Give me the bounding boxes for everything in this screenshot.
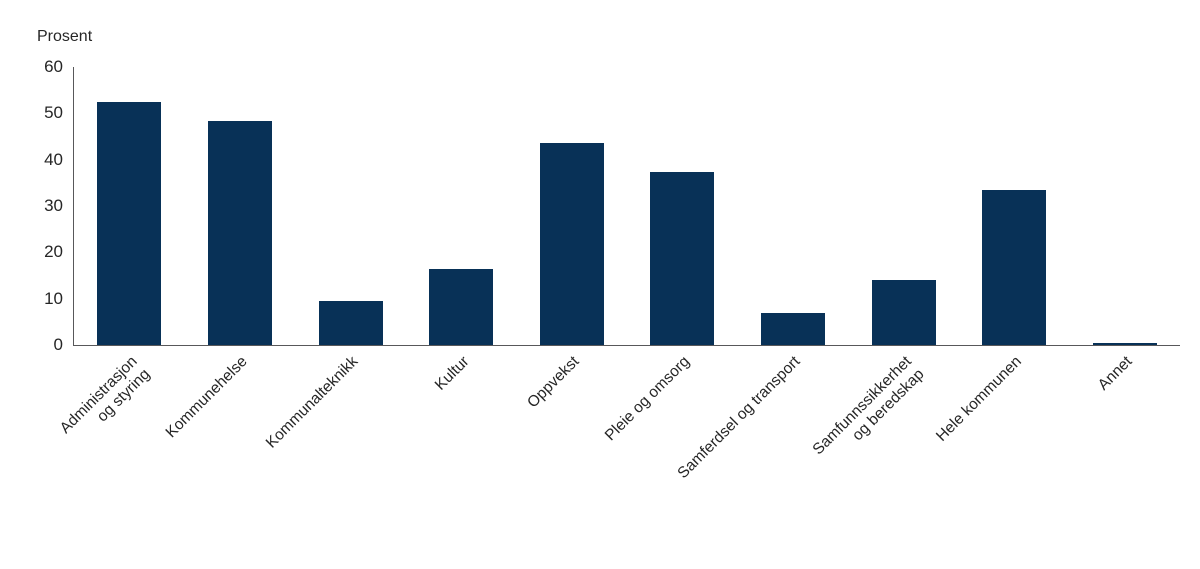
bar-kommunehelse [207,120,272,345]
x-axis-label-administrasjon-og-styring: Administrasjon og styring [56,353,154,437]
x-axis-label-kommunalteknikk: Kommunalteknikk [263,353,362,452]
x-axis-label-oppvekst: Oppvekst [524,353,583,412]
bar-kommunalteknikk [318,300,383,345]
y-tick-label-10: 10 [44,288,63,308]
plot-area [73,67,1180,346]
bar-kultur [429,269,494,345]
bar-pleie-og-omsorg [650,171,715,345]
y-axis-title: Prosent [37,28,93,45]
y-tick-label-60: 60 [44,57,63,76]
bar-samfunnssikkerhet-og-beredskap [871,279,936,345]
x-axis-label-kommunehelse: Kommunehelse [162,353,251,442]
x-axis-label-hele-kommunen: Hele kommunen [933,353,1026,445]
bar-annet [1092,342,1157,345]
y-tick-label-40: 40 [44,149,63,169]
y-tick-label-30: 30 [44,196,63,215]
y-axis: 0 10 20 30 40 50 60 [0,57,63,354]
y-tick-label-0: 0 [53,335,63,354]
bar-samferdsel-og-transport [760,312,825,345]
x-axis-label-annet: Annet [1095,353,1136,394]
y-tick-label-50: 50 [44,103,63,123]
bar-administrasjon-og-styring [97,102,162,345]
y-tick-label-20: 20 [44,242,63,262]
x-axis-label-samfunnssikkerhet-og-beredskap: Samfunnssikkerhet og beredskap [809,353,928,459]
bar-hele-kommunen [982,190,1047,345]
x-axis-label-kultur: Kultur [431,353,473,394]
x-axis-label-pleie-og-omsorg: Pleie og omsorg [602,353,694,445]
x-axis-label-samferdsel-og-transport: Samferdsel og transport [674,353,804,482]
bar-oppvekst [539,143,604,345]
